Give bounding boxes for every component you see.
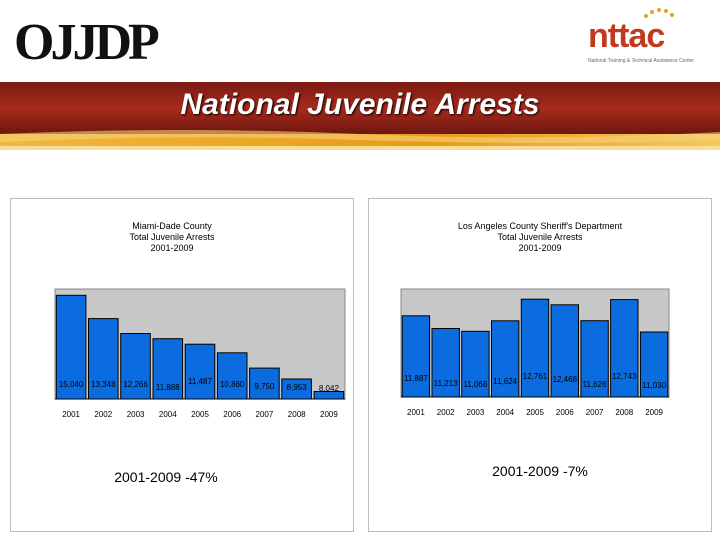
data-label: 11,887 (404, 374, 428, 383)
data-label: 12,468 (553, 375, 578, 384)
la-county-plot: 11,887 2001 11,213 2002 11,068 2003 11,624 2004… (400, 288, 670, 417)
data-label: 11,624 (493, 377, 517, 386)
chart-title: Los Angeles County Sheriff's Department … (369, 221, 711, 254)
data-label: 12,743 (612, 372, 637, 381)
data-label: 11,068 (463, 380, 487, 389)
bar-2002 (88, 318, 119, 400)
x-tick-label: 2001 (407, 408, 425, 417)
bar-2001 (55, 294, 87, 400)
nttac-logo: nttac National Training & Technical Assi… (588, 8, 708, 64)
chart-title-line: Los Angeles County Sheriff's Department (457, 221, 623, 231)
x-tick-label: 2003 (127, 410, 145, 419)
x-tick-label: 2002 (437, 408, 455, 417)
x-tick-label: 2006 (556, 408, 574, 417)
bar-2004 (152, 338, 184, 400)
bar-2009 (639, 331, 669, 398)
bar-2006 (550, 304, 580, 398)
ojjdp-logo: OJJDP (14, 14, 160, 71)
nttac-tagline: National Training & Technical Assistance… (588, 58, 695, 64)
bar-2002 (431, 328, 460, 398)
data-label: 11,213 (434, 379, 458, 388)
nttac-logo-text: nttac (588, 17, 665, 55)
data-label: 11,626 (583, 380, 607, 389)
bar-2005 (184, 343, 216, 400)
data-label: 11,888 (156, 383, 180, 392)
bar-2001 (401, 315, 431, 398)
slide-title: National Juvenile Arrests (180, 88, 540, 121)
x-tick-label: 2007 (256, 410, 274, 419)
bar-2004 (491, 320, 520, 398)
percent-change: 2001-2009 -7% (492, 463, 588, 479)
bar-2003 (120, 333, 151, 400)
x-tick-label: 2007 (586, 408, 604, 417)
chart-title-line: Miami-Dade County (132, 221, 212, 231)
miami-dade-plot: 15,040 2001 13,348 2002 12,266 2003 11,888 2004… (54, 288, 346, 419)
x-tick-label: 2001 (62, 410, 80, 419)
x-tick-label: 2004 (496, 408, 514, 417)
data-label: 11,030 (642, 381, 666, 390)
x-tick-label: 2009 (320, 410, 338, 419)
data-label: 12,266 (123, 380, 148, 389)
chart-title-line: Total Juvenile Arrests (497, 232, 583, 242)
chart-title-line: 2001-2009 (150, 243, 194, 253)
bar-2007 (580, 320, 609, 398)
chart-title-line: Total Juvenile Arrests (129, 232, 215, 242)
data-label: 15,040 (59, 380, 84, 389)
chart-title-line: 2001-2009 (518, 243, 562, 253)
x-tick-label: 2004 (159, 410, 177, 419)
data-label: 8,953 (287, 383, 308, 392)
bar-2008 (610, 299, 639, 398)
bar-2003 (461, 330, 490, 398)
x-tick-label: 2006 (223, 410, 241, 419)
la-county-chart: Los Angeles County Sheriff's Department … (368, 198, 712, 532)
data-label: 11,487 (188, 377, 212, 386)
miami-dade-chart: Miami-Dade County Total Juvenile Arrests… (10, 198, 354, 532)
x-tick-label: 2002 (94, 410, 112, 419)
data-label: 12,761 (523, 372, 548, 381)
x-tick-label: 2008 (615, 408, 633, 417)
bar-2005 (520, 298, 550, 398)
data-label: 8,042 (319, 384, 340, 393)
data-label: 13,348 (91, 380, 116, 389)
x-tick-label: 2003 (467, 408, 485, 417)
bar-2007 (249, 367, 280, 400)
chart-title: Miami-Dade County Total Juvenile Arrests… (1, 221, 343, 254)
x-tick-label: 2009 (645, 408, 663, 417)
x-tick-label: 2005 (191, 410, 209, 419)
data-label: 9,750 (254, 382, 275, 391)
title-banner (0, 0, 720, 150)
bar-2006 (216, 352, 248, 400)
percent-change: 2001-2009 -47% (114, 469, 218, 485)
nttac-logo-dots-icon (644, 8, 674, 18)
x-tick-label: 2005 (526, 408, 544, 417)
data-label: 10,860 (220, 380, 245, 389)
x-tick-label: 2008 (288, 410, 306, 419)
